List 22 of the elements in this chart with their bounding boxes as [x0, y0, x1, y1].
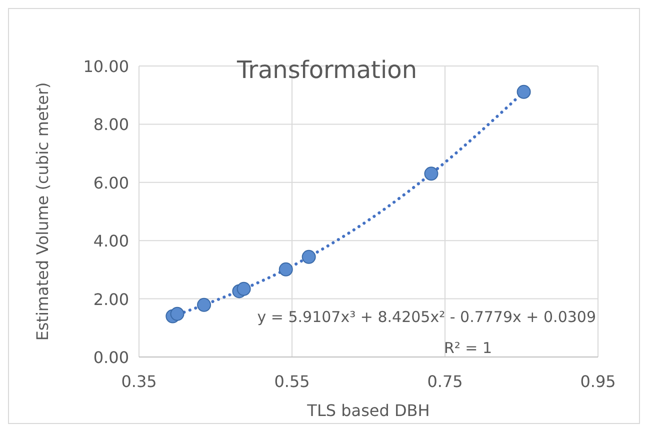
annotation: y = 5.9107x³ + 8.4205x² - 0.7779x + 0.0309 [257, 308, 596, 326]
point [424, 166, 438, 181]
point [236, 282, 251, 296]
point [197, 298, 212, 312]
x-axis-title: TLS based DBH [306, 401, 430, 420]
y-tick-label: 2.00 [93, 290, 129, 309]
point [278, 262, 293, 276]
y-tick-label: 10.00 [83, 57, 129, 76]
point [170, 306, 184, 321]
y-tick-label: 6.00 [93, 173, 129, 192]
x-tick-label: 0.55 [274, 372, 310, 391]
y-tick-label: 0.00 [93, 348, 129, 367]
x-tick-label: 0.95 [580, 372, 616, 391]
x-tick-label: 0.75 [427, 372, 463, 391]
annotation: R² = 1 [444, 339, 492, 357]
y-tick-label: 8.00 [93, 115, 129, 134]
chart-title: Transformation [236, 56, 418, 84]
point [302, 250, 316, 264]
y-axis-title: Estimated Volume (cubic meter) [33, 82, 52, 341]
point [516, 84, 531, 99]
y-tick-label: 4.00 [93, 232, 129, 251]
x-tick-label: 0.35 [121, 372, 157, 391]
